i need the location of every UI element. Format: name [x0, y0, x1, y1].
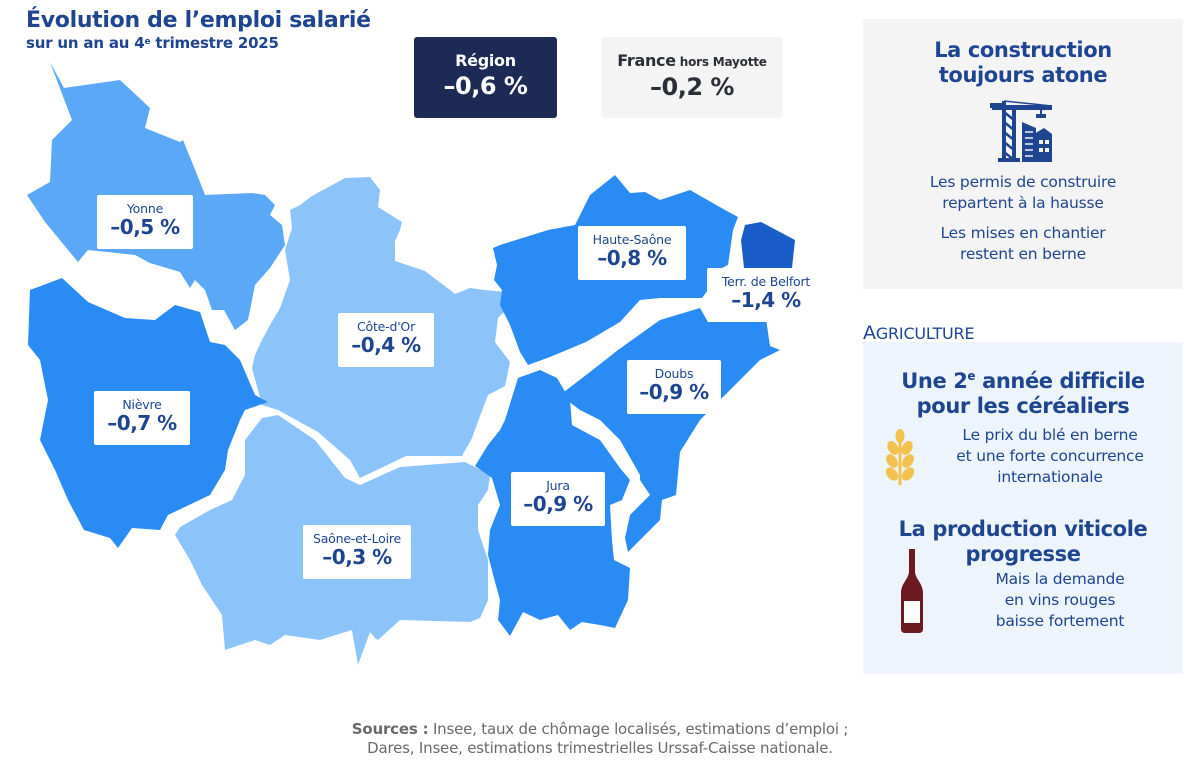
- construction-text1-line1: Les permis de construire: [929, 173, 1117, 191]
- construction-text2-line1: Les mises en chantier: [940, 224, 1106, 242]
- dept-value: –0,3 %: [322, 545, 392, 569]
- agriculture-heading: AGRICULTURE: [863, 322, 975, 344]
- page-subtitle: sur un an au 4e trimestre 2025: [26, 34, 371, 52]
- region-kpi-label: Région: [455, 51, 516, 70]
- page-title: Évolution de l’emploi salarié: [26, 8, 371, 33]
- construction-title-line2: toujours atone: [938, 63, 1108, 87]
- cereals-title-prefix: Une 2: [901, 369, 968, 393]
- sources-label: Sources :: [351, 720, 429, 738]
- wine-title: La production viticole progresse: [863, 517, 1183, 567]
- wine-text-line3: baisse fortement: [995, 612, 1125, 630]
- cereals-title-suffix: année difficile: [975, 369, 1145, 393]
- construction-text1-line2: repartent à la hausse: [942, 194, 1104, 212]
- subtitle-prefix: sur un an au 4: [26, 34, 145, 52]
- dept-label-saoneloire[interactable]: Saône-et-Loire –0,3 %: [303, 525, 411, 579]
- dept-value: –0,7 %: [107, 411, 177, 435]
- wine-title-line1: La production viticole: [898, 517, 1148, 541]
- dept-name: Côte-d'Or: [356, 319, 416, 334]
- dept-value: –0,9 %: [639, 380, 709, 404]
- france-kpi-value: –0,2 %: [650, 73, 734, 101]
- dept-name: Saône-et-Loire: [312, 531, 402, 546]
- dept-name: Terr. de Belfort: [721, 274, 811, 289]
- dept-label-belfort[interactable]: Terr. de Belfort –1,4 %: [707, 268, 825, 322]
- sources-line1: Sources : Insee, taux de chômage localis…: [230, 720, 970, 739]
- dept-value: –1,4 %: [731, 288, 801, 312]
- construction-title: La construction toujours atone: [863, 38, 1183, 88]
- dept-shape-belfort[interactable]: [741, 222, 795, 268]
- sources-line2: Dares, Insee, estimations trimestrielles…: [367, 739, 833, 757]
- wine-text-line2: en vins rouges: [1004, 591, 1116, 609]
- dept-value: –0,4 %: [351, 333, 421, 357]
- cereals-title-sup: e: [967, 369, 976, 383]
- dept-label-cotedor[interactable]: Côte-d'Or –0,4 %: [338, 313, 434, 367]
- agriculture-panel: Une 2e année difficile pour les céréalie…: [863, 342, 1183, 674]
- region-kpi-value: –0,6 %: [443, 72, 528, 100]
- dept-name: Haute-Saône: [592, 232, 672, 247]
- agriculture-heading-cap: A: [863, 322, 876, 344]
- cereals-text: Le prix du blé en berne et une forte con…: [927, 425, 1173, 488]
- region-map: Yonne –0,5 % Côte-d'Or –0,4 % Nièvre –0,…: [0, 60, 840, 700]
- subtitle-sup: e: [144, 37, 151, 47]
- construction-permits-text: Les permis de construire repartent à la …: [863, 172, 1183, 214]
- cereals-title-line2: pour les céréaliers: [916, 394, 1130, 418]
- france-label: France: [617, 51, 676, 70]
- cereals-text-line1: Le prix du blé en berne: [962, 426, 1138, 444]
- france-label-small: hors Mayotte: [675, 55, 767, 69]
- construction-starts-text: Les mises en chantier restent en berne: [863, 223, 1183, 265]
- dept-name: Jura: [546, 478, 570, 493]
- wine-body: Mais la demande en vins rouges baisse fo…: [863, 549, 1183, 639]
- cereals-text-line3: internationale: [997, 468, 1103, 486]
- construction-text2-line2: restent en berne: [959, 245, 1086, 263]
- cereals-body: Le prix du blé en berne et une forte con…: [863, 425, 1183, 491]
- dept-label-yonne[interactable]: Yonne –0,5 %: [97, 195, 193, 249]
- dept-name: Nièvre: [122, 397, 162, 412]
- construction-crane-building-icon: [988, 98, 1058, 162]
- france-kpi-box: France hors Mayotte –0,2 %: [601, 37, 783, 118]
- dept-name: Doubs: [654, 366, 694, 381]
- construction-title-line1: La construction: [934, 38, 1112, 62]
- region-kpi-box: Région –0,6 %: [414, 37, 557, 118]
- cereals-title: Une 2e année difficile pour les céréalie…: [863, 364, 1183, 419]
- dept-label-doubs[interactable]: Doubs –0,9 %: [627, 360, 721, 414]
- wine-text-line1: Mais la demande: [995, 570, 1125, 588]
- dept-value: –0,8 %: [597, 246, 667, 270]
- sources-note: Sources : Insee, taux de chômage localis…: [230, 720, 970, 758]
- dept-label-nievre[interactable]: Nièvre –0,7 %: [94, 391, 190, 445]
- dept-label-hautesaone[interactable]: Haute-Saône –0,8 %: [578, 226, 686, 280]
- wine-text: Mais la demande en vins rouges baisse fo…: [947, 569, 1173, 632]
- dept-name: Yonne: [126, 201, 164, 216]
- dept-shape-doubs[interactable]: [560, 308, 780, 552]
- cereals-title-line1: Une 2e année difficile: [863, 364, 1183, 394]
- subtitle-suffix: trimestre 2025: [150, 34, 279, 52]
- dept-label-jura[interactable]: Jura –0,9 %: [511, 472, 605, 526]
- title-block: Évolution de l’emploi salarié sur un an …: [26, 8, 371, 52]
- wine-bottle-icon: [899, 549, 925, 633]
- construction-panel: La construction toujours atone: [863, 19, 1183, 289]
- dept-value: –0,5 %: [110, 215, 180, 239]
- dept-value: –0,9 %: [523, 492, 593, 516]
- wine-title-line2: progresse: [965, 542, 1081, 566]
- cereals-text-line2: et une forte concurrence: [956, 447, 1144, 465]
- sources-text1: Insee, taux de chômage localisés, estima…: [428, 720, 849, 738]
- france-kpi-label: France hors Mayotte: [601, 51, 783, 72]
- wheat-icon: [883, 429, 917, 485]
- agriculture-heading-rest: GRICULTURE: [875, 324, 975, 343]
